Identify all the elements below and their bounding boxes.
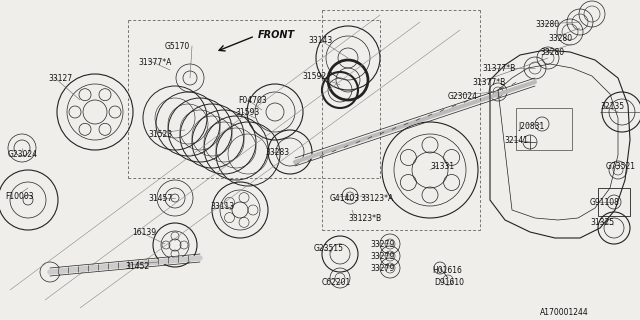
- Text: 32135: 32135: [600, 102, 624, 111]
- Text: 31523: 31523: [148, 130, 172, 139]
- Text: 33279: 33279: [370, 240, 394, 249]
- Text: 31377*B: 31377*B: [472, 78, 505, 87]
- Text: 33283: 33283: [265, 148, 289, 157]
- Text: 31592: 31592: [302, 72, 326, 81]
- Text: 33280: 33280: [548, 34, 572, 43]
- Text: F04703: F04703: [238, 96, 267, 105]
- Text: 33113: 33113: [210, 202, 234, 211]
- Text: C62201: C62201: [322, 278, 351, 287]
- Text: 31325: 31325: [590, 218, 614, 227]
- Text: 31457: 31457: [148, 194, 172, 203]
- Text: 33280: 33280: [540, 48, 564, 57]
- Text: 33279: 33279: [370, 252, 394, 261]
- Text: 16139: 16139: [132, 228, 156, 237]
- Text: G91108: G91108: [590, 198, 620, 207]
- Text: 33127: 33127: [48, 74, 72, 83]
- Text: 31377*A: 31377*A: [138, 58, 172, 67]
- Text: D91610: D91610: [434, 278, 464, 287]
- Text: 33123*A: 33123*A: [360, 194, 393, 203]
- Text: G5170: G5170: [165, 42, 190, 51]
- Text: 32141: 32141: [504, 136, 528, 145]
- Text: 33123*B: 33123*B: [348, 214, 381, 223]
- Text: 33279: 33279: [370, 264, 394, 273]
- Text: 31331: 31331: [430, 162, 454, 171]
- Text: 31377*B: 31377*B: [482, 64, 515, 73]
- Text: G23024: G23024: [8, 150, 38, 159]
- Text: J20831: J20831: [518, 122, 544, 131]
- Text: F10003: F10003: [5, 192, 34, 201]
- Text: 31452: 31452: [125, 262, 149, 271]
- Text: G41403: G41403: [330, 194, 360, 203]
- Text: A170001244: A170001244: [540, 308, 589, 317]
- Bar: [598, 188, 630, 216]
- Text: 33280: 33280: [535, 20, 559, 29]
- Text: 31593: 31593: [235, 108, 259, 117]
- Bar: [516, 108, 572, 150]
- Text: G23024: G23024: [448, 92, 478, 101]
- Text: G73521: G73521: [606, 162, 636, 171]
- Text: FRONT: FRONT: [258, 30, 295, 40]
- Text: H01616: H01616: [432, 266, 462, 275]
- Text: G23515: G23515: [314, 244, 344, 253]
- Text: 33143: 33143: [308, 36, 332, 45]
